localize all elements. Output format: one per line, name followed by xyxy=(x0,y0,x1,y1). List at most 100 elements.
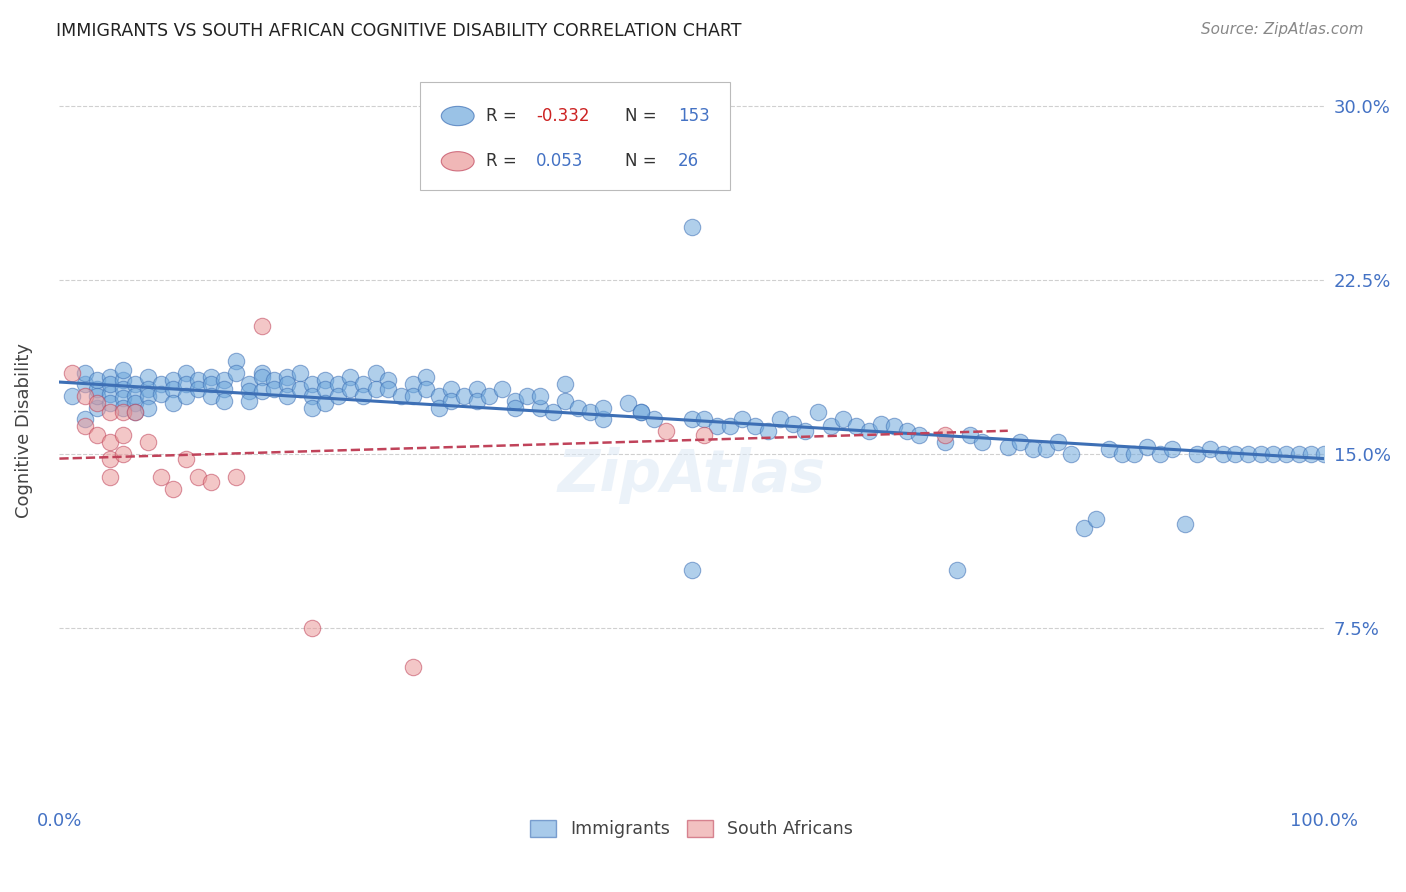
Point xyxy=(643,412,665,426)
Point xyxy=(250,319,273,334)
Point xyxy=(352,389,374,403)
Point xyxy=(301,389,323,403)
Point xyxy=(301,377,323,392)
Point xyxy=(681,563,703,577)
Point xyxy=(440,393,463,408)
Point xyxy=(794,424,817,438)
Point xyxy=(756,424,779,438)
Point xyxy=(174,366,197,380)
Point xyxy=(111,447,134,461)
Point xyxy=(807,405,830,419)
Point xyxy=(1199,442,1222,457)
Point xyxy=(503,401,526,415)
Text: Source: ZipAtlas.com: Source: ZipAtlas.com xyxy=(1201,22,1364,37)
Point xyxy=(377,382,399,396)
Text: IMMIGRANTS VS SOUTH AFRICAN COGNITIVE DISABILITY CORRELATION CHART: IMMIGRANTS VS SOUTH AFRICAN COGNITIVE DI… xyxy=(56,22,742,40)
Point xyxy=(1060,447,1083,461)
Point xyxy=(98,451,121,466)
Point xyxy=(212,382,235,396)
Point xyxy=(339,382,361,396)
Text: ZipAtlas: ZipAtlas xyxy=(558,447,825,504)
Point xyxy=(832,412,855,426)
Point xyxy=(200,389,222,403)
Point xyxy=(276,377,298,392)
Point xyxy=(402,377,425,392)
Point xyxy=(377,373,399,387)
Point xyxy=(238,377,260,392)
Point xyxy=(276,389,298,403)
Point xyxy=(263,382,285,396)
Point xyxy=(465,393,488,408)
Text: -0.332: -0.332 xyxy=(536,107,589,125)
Point xyxy=(162,373,184,387)
Point xyxy=(187,382,209,396)
Point xyxy=(1250,447,1272,461)
Point xyxy=(1022,442,1045,457)
Point xyxy=(478,389,501,403)
Point xyxy=(592,401,614,415)
Point xyxy=(124,389,146,403)
Point xyxy=(73,412,96,426)
Point xyxy=(1288,447,1310,461)
Point xyxy=(149,377,172,392)
Point xyxy=(1136,440,1159,454)
Point xyxy=(820,419,842,434)
Point xyxy=(1047,435,1070,450)
Point xyxy=(1187,447,1209,461)
Point xyxy=(111,382,134,396)
Point xyxy=(681,219,703,234)
Point xyxy=(440,382,463,396)
Point xyxy=(1149,447,1171,461)
Point xyxy=(491,382,513,396)
Point xyxy=(98,377,121,392)
Point xyxy=(73,419,96,434)
Point xyxy=(136,389,159,403)
Point xyxy=(339,370,361,384)
Point xyxy=(592,412,614,426)
Point xyxy=(187,373,209,387)
Point xyxy=(959,428,981,442)
Point xyxy=(60,366,83,380)
Point xyxy=(1225,447,1247,461)
Point xyxy=(744,419,766,434)
Point xyxy=(415,382,437,396)
Point xyxy=(554,393,576,408)
Point xyxy=(86,382,108,396)
Point xyxy=(250,366,273,380)
Point xyxy=(934,428,956,442)
Point xyxy=(174,377,197,392)
Point xyxy=(73,366,96,380)
Point xyxy=(86,396,108,410)
Point xyxy=(1313,447,1336,461)
Point xyxy=(124,405,146,419)
Point xyxy=(706,419,728,434)
Point xyxy=(503,393,526,408)
Point xyxy=(314,396,336,410)
Point xyxy=(250,384,273,399)
Point xyxy=(86,428,108,442)
Point xyxy=(453,389,475,403)
Point xyxy=(845,419,868,434)
Point xyxy=(314,382,336,396)
Point xyxy=(516,389,538,403)
Point xyxy=(98,370,121,384)
Point xyxy=(364,366,387,380)
Text: N =: N = xyxy=(624,107,661,125)
Point xyxy=(1073,521,1095,535)
Legend: Immigrants, South Africans: Immigrants, South Africans xyxy=(523,813,860,846)
Point xyxy=(326,389,349,403)
Point xyxy=(187,470,209,484)
Point xyxy=(200,377,222,392)
Point xyxy=(579,405,602,419)
Point xyxy=(541,405,564,419)
Point xyxy=(225,470,247,484)
Point xyxy=(98,386,121,401)
Point xyxy=(225,354,247,368)
Text: R =: R = xyxy=(485,153,522,170)
Point xyxy=(1174,516,1197,531)
Text: 26: 26 xyxy=(678,153,699,170)
Point xyxy=(693,428,716,442)
Point xyxy=(1212,447,1234,461)
Point xyxy=(162,396,184,410)
Point xyxy=(782,417,804,431)
